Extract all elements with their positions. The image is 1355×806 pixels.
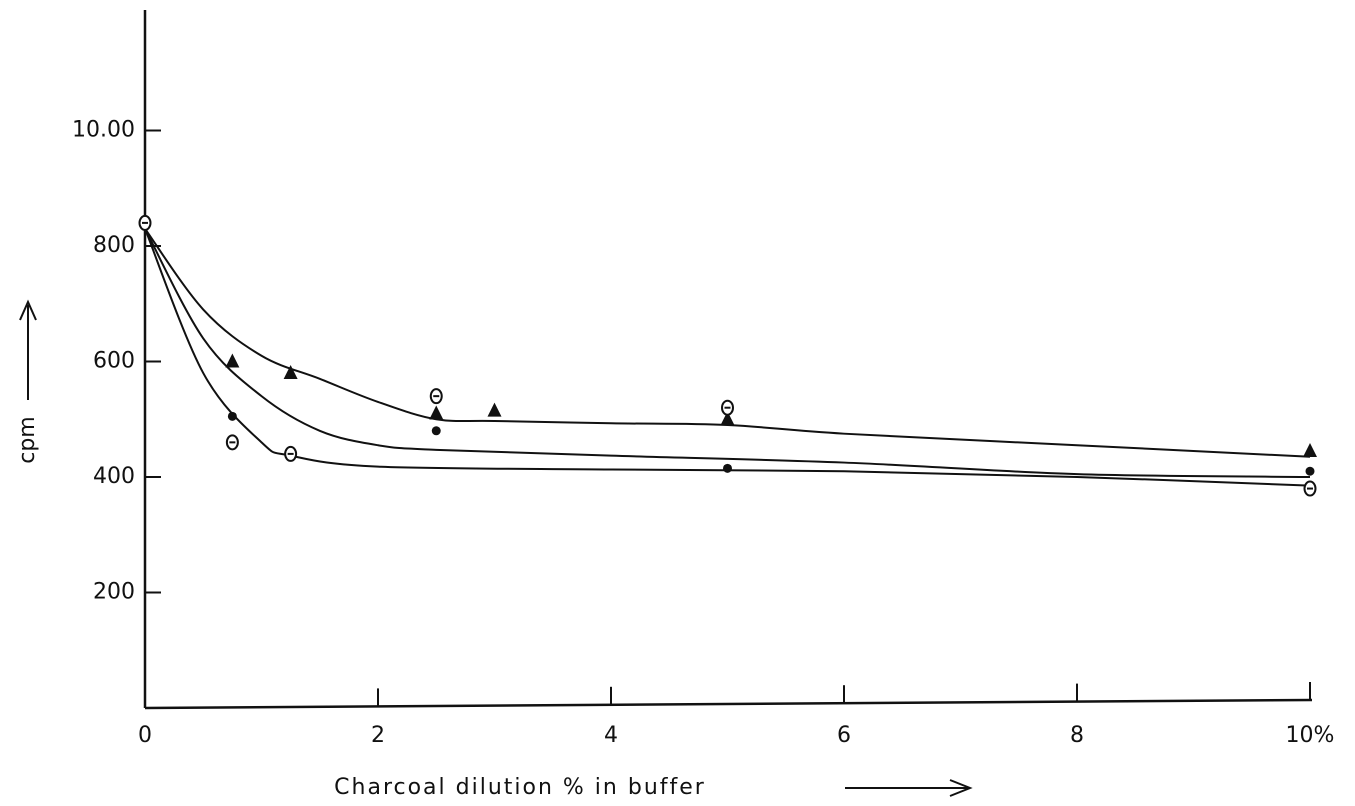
y-arrow — [19, 299, 37, 400]
x-tick-label: 0 — [138, 723, 152, 748]
dot-marker — [227, 411, 237, 421]
y-tick-label: 600 — [93, 349, 135, 374]
x-tick-label: 10% — [1286, 723, 1335, 748]
dot-marker — [723, 463, 732, 473]
y-tick-label: 200 — [93, 580, 135, 605]
y-tick-label: 800 — [93, 233, 135, 258]
x-axis-label: Charcoal dilution % in buffer — [334, 775, 706, 800]
x-arrow — [845, 779, 973, 797]
triangle-marker — [225, 353, 240, 368]
triangle-marker — [283, 365, 298, 380]
fit-curve — [144, 228, 1311, 487]
y-tick-label: 400 — [93, 464, 135, 489]
y-axis-label: cpm — [15, 416, 40, 464]
ring-marker — [1303, 480, 1317, 497]
dot-marker — [1305, 466, 1315, 476]
triangle-marker — [1303, 443, 1317, 458]
dot-marker — [431, 426, 441, 436]
ring-marker — [721, 399, 734, 416]
triangle-marker — [487, 402, 502, 417]
y-tick-label: 10.00 — [72, 118, 135, 143]
ring-marker — [138, 214, 152, 231]
ring-marker — [284, 445, 298, 462]
fit-curve — [144, 228, 1311, 458]
x-axis — [144, 698, 1313, 710]
x-tick-label: 4 — [604, 723, 618, 748]
x-tick-label: 8 — [1070, 723, 1084, 748]
ring-marker — [225, 434, 239, 451]
fit-curve — [144, 228, 1311, 478]
ring-marker — [429, 388, 443, 405]
x-tick-label: 2 — [371, 723, 385, 748]
x-tick-label: 6 — [837, 723, 851, 748]
triangle-marker — [720, 411, 735, 426]
triangle-marker — [429, 405, 444, 420]
